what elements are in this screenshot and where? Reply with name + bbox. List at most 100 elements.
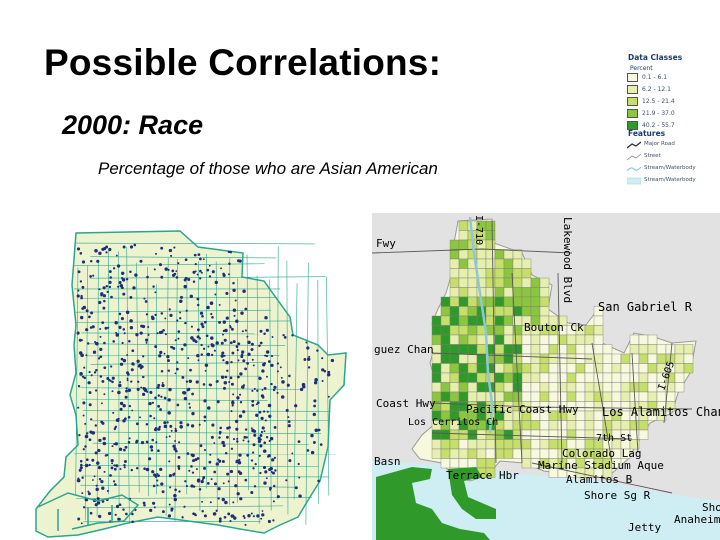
left-map-dot xyxy=(206,353,209,356)
left-map-dot xyxy=(160,246,164,250)
census-tract xyxy=(521,296,532,307)
census-tract xyxy=(530,306,541,317)
left-map-dot xyxy=(236,440,239,443)
left-map-dot xyxy=(227,273,230,276)
left-map-dot xyxy=(262,363,266,367)
left-street-line xyxy=(165,258,169,516)
left-map-dot xyxy=(218,430,222,434)
census-tract xyxy=(440,429,451,440)
left-map-dot xyxy=(232,308,237,312)
census-tract xyxy=(548,420,559,431)
left-map-dot xyxy=(267,360,271,363)
left-map-dot xyxy=(118,503,122,507)
legend-feature-label-4: Stream/Waterbody xyxy=(644,177,696,183)
left-map-dot xyxy=(201,509,204,513)
census-tract xyxy=(449,372,460,383)
census-tract xyxy=(494,249,505,260)
left-map-dot xyxy=(119,381,122,384)
left-map-dot xyxy=(82,448,85,451)
left-map-dot xyxy=(80,463,83,467)
census-tract xyxy=(494,439,505,450)
left-map-dot xyxy=(113,483,117,486)
left-map-dot xyxy=(117,390,121,395)
left-map-dot xyxy=(241,330,244,333)
census-tract xyxy=(458,220,469,231)
legend-feature-label-2: Street xyxy=(644,153,661,159)
left-street-line xyxy=(73,263,265,266)
census-tract xyxy=(494,344,505,355)
census-tract xyxy=(458,458,469,469)
label-marine: Marine Stadium Aque xyxy=(538,459,664,472)
left-map-dot xyxy=(101,247,105,251)
left-map-dot xyxy=(103,341,106,345)
left-map-dot xyxy=(244,367,247,371)
left-map-dot xyxy=(161,490,165,494)
census-tract xyxy=(530,429,541,440)
left-map-dot xyxy=(281,380,285,384)
left-map-dot xyxy=(279,366,282,369)
left-map-dot xyxy=(173,497,177,502)
census-tract xyxy=(566,391,577,402)
census-tract xyxy=(647,353,658,364)
census-tract xyxy=(638,372,649,383)
left-map-dot xyxy=(82,305,87,310)
left-map-dot xyxy=(227,480,230,483)
left-map-dot xyxy=(280,395,285,399)
left-map-dot xyxy=(126,379,129,382)
census-tract xyxy=(449,363,460,374)
left-map-dot xyxy=(98,514,102,519)
census-tract xyxy=(449,448,460,459)
census-tract xyxy=(539,306,550,317)
census-tract xyxy=(611,353,622,364)
left-map-dot xyxy=(77,289,80,292)
left-map-dot xyxy=(228,262,231,265)
left-map-dot xyxy=(122,245,126,249)
left-map-dot xyxy=(196,297,200,301)
left-map-dot xyxy=(238,414,243,418)
census-tract xyxy=(566,334,577,345)
left-map-dot xyxy=(220,354,224,358)
left-map-dot xyxy=(261,389,264,391)
left-map-dot xyxy=(115,504,120,509)
stream-icon xyxy=(627,166,641,172)
left-map-dot xyxy=(119,362,124,366)
left-map-dot xyxy=(112,340,115,343)
left-map-dot xyxy=(298,494,302,498)
left-map-dot xyxy=(99,375,103,378)
left-map-dot xyxy=(179,425,183,429)
census-tract xyxy=(476,334,487,345)
census-tract xyxy=(458,334,469,345)
left-map-dot xyxy=(100,420,104,424)
census-tract xyxy=(521,353,532,364)
left-map-dot xyxy=(223,338,227,342)
left-map-dot xyxy=(192,280,196,283)
left-map-dot xyxy=(108,280,112,285)
left-map-dot xyxy=(201,325,205,329)
left-map-dot xyxy=(264,419,267,422)
census-tract xyxy=(485,220,496,231)
label-los-cerritos: Los Cerritos Ch xyxy=(408,417,498,428)
left-map-dot xyxy=(244,523,247,526)
left-map-dot xyxy=(158,354,162,358)
left-map-dot xyxy=(203,466,206,470)
left-map-dot xyxy=(77,385,81,388)
census-tract xyxy=(503,287,514,298)
left-map-dot xyxy=(127,441,131,444)
left-map-dot xyxy=(228,380,231,384)
left-map-dot xyxy=(210,435,214,439)
left-map-dot xyxy=(267,454,271,458)
left-map-dot xyxy=(183,505,186,508)
left-map-dot xyxy=(236,349,239,352)
label-colorado: Colorado Lag xyxy=(562,447,641,460)
left-map-dot xyxy=(229,324,232,327)
left-map-dot xyxy=(268,414,272,418)
left-map-dot xyxy=(291,334,294,337)
left-map-dot xyxy=(258,410,262,414)
left-map-dot xyxy=(168,435,171,438)
left-map-dot xyxy=(101,500,105,503)
left-map-dot xyxy=(160,312,164,315)
legend-swatch-1 xyxy=(627,73,638,82)
legend-feature-3: Stream/Waterbody xyxy=(627,164,720,174)
census-tract xyxy=(431,315,442,326)
left-map-dot xyxy=(257,436,261,441)
